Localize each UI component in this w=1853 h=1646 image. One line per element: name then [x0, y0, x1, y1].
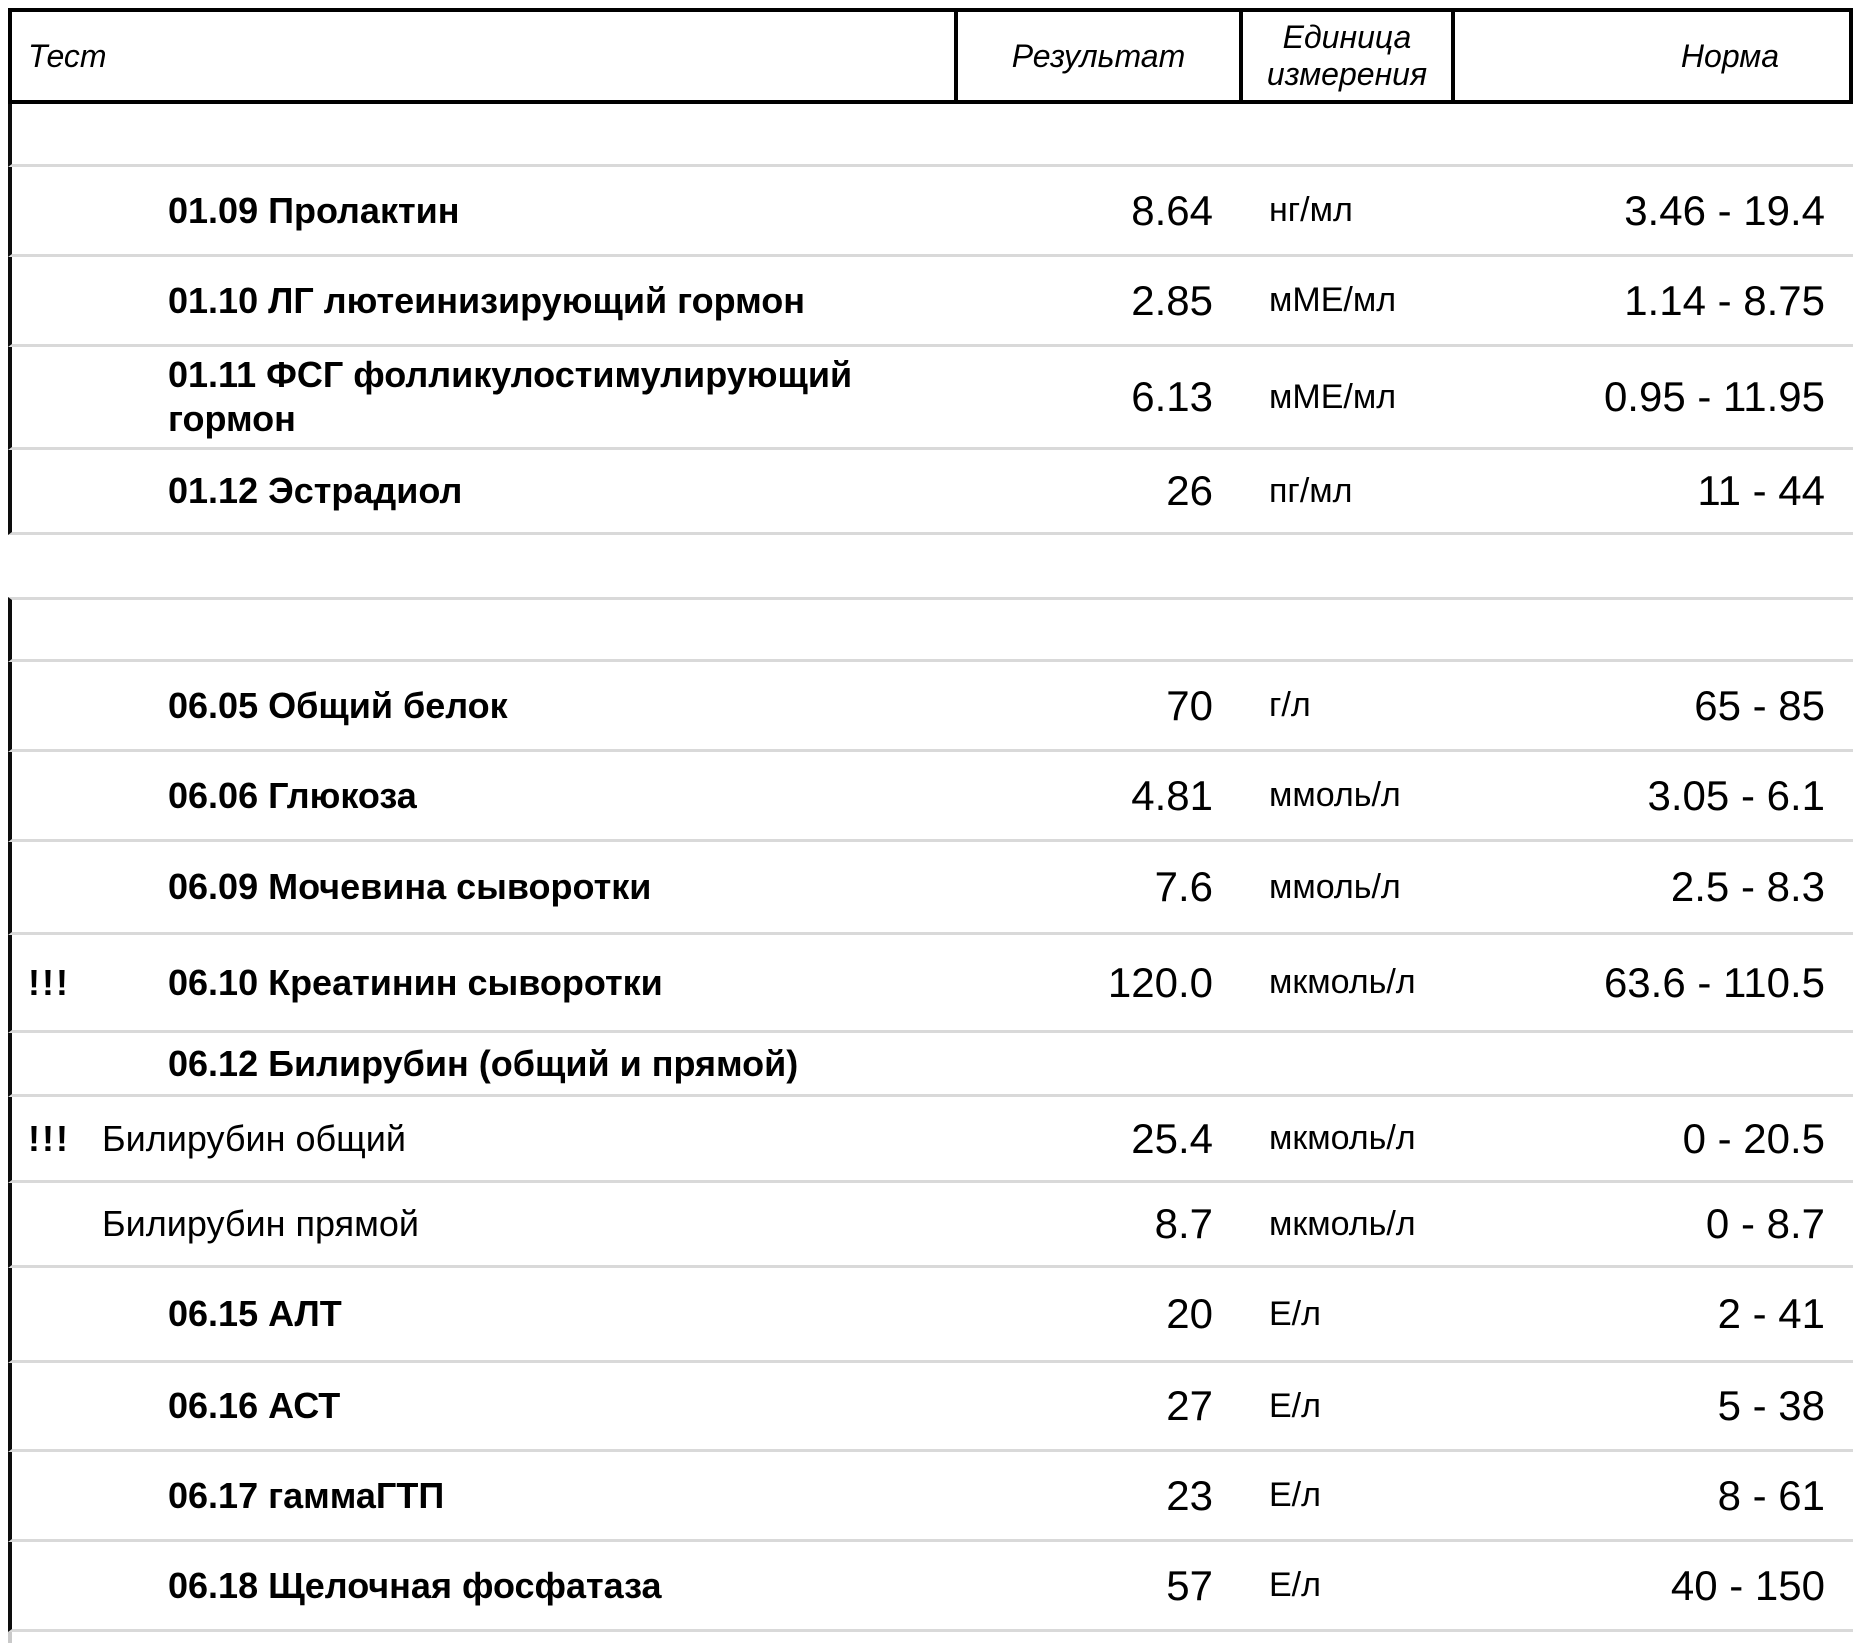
- test-name-cell: 06.15 АЛТ: [168, 1293, 342, 1335]
- section-gap: [8, 535, 1853, 597]
- result-cell: 6.13: [1131, 373, 1213, 420]
- norm-cell: 0.95 - 11.95: [1603, 373, 1825, 420]
- test-name-cell: 06.16 АСТ: [168, 1385, 341, 1427]
- lab-results-table: Тест Результат Единица измерения Норма 0…: [8, 8, 1853, 1643]
- test-name-cell: Билирубин общий: [102, 1117, 406, 1159]
- result-cell: 57: [1166, 1561, 1213, 1609]
- table-row: !!! 06.10 Креатинин сыворотки 120.0 мкмо…: [8, 935, 1853, 1033]
- out-of-range-flag: !!!: [28, 1117, 70, 1159]
- test-name-cell: Билирубин прямой: [102, 1203, 419, 1245]
- test-name-cell: 06.09 Мочевина сыворотки: [168, 866, 652, 908]
- unit-cell: мМЕ/мл: [1269, 281, 1397, 319]
- unit-cell: Е/л: [1269, 1566, 1321, 1604]
- table-row: 01.09 Пролактин 8.64 нг/мл 3.46 - 19.4: [8, 167, 1853, 257]
- table-row: 06.06 Глюкоза 4.81 ммоль/л 3.05 - 6.1: [8, 752, 1853, 842]
- norm-cell: 0 - 20.5: [1682, 1114, 1825, 1162]
- unit-cell: Е/л: [1269, 1294, 1321, 1333]
- norm-cell: 0 - 8.7: [1705, 1200, 1825, 1247]
- test-name-cell: 06.10 Креатинин сыворотки: [168, 961, 663, 1003]
- header-norm: Норма: [1680, 37, 1779, 74]
- result-cell: 26: [1166, 467, 1213, 514]
- table-row: 06.17 гаммаГТП 23 Е/л 8 - 61: [8, 1452, 1853, 1542]
- unit-cell: мМЕ/мл: [1269, 377, 1397, 416]
- out-of-range-flag: !!!: [28, 961, 70, 1003]
- table-row: 01.12 Эстрадиол 26 пг/мл 11 - 44: [8, 450, 1853, 535]
- table-row: 06.09 Мочевина сыворотки 7.6 ммоль/л 2.5…: [8, 842, 1853, 935]
- unit-cell: ммоль/л: [1269, 867, 1401, 906]
- norm-cell: 2.5 - 8.3: [1670, 863, 1825, 910]
- result-cell: 7.6: [1154, 863, 1213, 910]
- result-cell: 120.0: [1107, 958, 1213, 1006]
- norm-cell: 5 - 38: [1717, 1382, 1825, 1429]
- unit-cell: ммоль/л: [1269, 776, 1401, 814]
- table-row: 06.05 Общий белок 70 г/л 65 - 85: [8, 662, 1853, 752]
- table-row: 01.11 ФСГ фолликулостимулирующий гормон …: [8, 347, 1853, 450]
- table-row: !!! Билирубин общий 25.4 мкмоль/л 0 - 20…: [8, 1097, 1853, 1183]
- norm-cell: 1.14 - 8.75: [1624, 276, 1825, 324]
- norm-cell: 65 - 85: [1694, 681, 1825, 729]
- test-name-cell: 06.06 Глюкоза: [168, 774, 417, 816]
- test-name-cell: 01.09 Пролактин: [168, 189, 460, 231]
- table-bottom-edge: [8, 1632, 1853, 1643]
- result-cell: 20: [1166, 1290, 1213, 1337]
- unit-cell: пг/мл: [1269, 471, 1353, 510]
- test-name-cell: 01.11 ФСГ фолликулостимулирующий гормон: [168, 354, 853, 439]
- result-cell: 27: [1166, 1382, 1213, 1429]
- test-name-cell: 06.12 Билирубин (общий и прямой): [168, 1042, 799, 1084]
- result-cell: 8.64: [1131, 186, 1213, 234]
- test-name-cell: 06.05 Общий белок: [168, 684, 508, 726]
- empty-row: [8, 104, 1853, 167]
- table-row: 06.18 Щелочная фосфатаза 57 Е/л 40 - 150: [8, 1542, 1853, 1632]
- test-name-cell: 01.10 ЛГ лютеинизирующий гормон: [168, 279, 805, 321]
- table-row: 06.16 АСТ 27 Е/л 5 - 38: [8, 1363, 1853, 1452]
- table-row: Билирубин прямой 8.7 мкмоль/л 0 - 8.7: [8, 1183, 1853, 1268]
- result-cell: 70: [1166, 681, 1213, 729]
- test-name-cell: 01.12 Эстрадиол: [168, 470, 463, 512]
- table-header-row: Тест Результат Единица измерения Норма: [8, 8, 1853, 104]
- unit-cell: нг/мл: [1269, 191, 1353, 229]
- norm-cell: 3.05 - 6.1: [1647, 771, 1825, 819]
- norm-cell: 3.46 - 19.4: [1624, 186, 1825, 234]
- norm-cell: 40 - 150: [1670, 1561, 1825, 1609]
- norm-cell: 8 - 61: [1717, 1471, 1825, 1519]
- result-cell: 2.85: [1131, 276, 1213, 324]
- result-cell: 8.7: [1154, 1200, 1213, 1247]
- test-name-cell: 06.17 гаммаГТП: [168, 1474, 445, 1516]
- unit-cell: Е/л: [1269, 1476, 1321, 1514]
- unit-cell: мкмоль/л: [1269, 963, 1416, 1001]
- header-test: Тест: [12, 12, 958, 100]
- empty-row: [8, 597, 1853, 662]
- norm-cell: 63.6 - 110.5: [1603, 958, 1825, 1006]
- unit-cell: мкмоль/л: [1269, 1204, 1416, 1243]
- header-unit: Единица измерения: [1243, 12, 1455, 100]
- test-name-cell: 06.18 Щелочная фосфатаза: [168, 1564, 662, 1606]
- result-cell: 23: [1166, 1471, 1213, 1519]
- table-row: 01.10 ЛГ лютеинизирующий гормон 2.85 мМЕ…: [8, 257, 1853, 347]
- result-cell: 4.81: [1131, 771, 1213, 819]
- norm-cell: 2 - 41: [1717, 1290, 1825, 1337]
- unit-cell: Е/л: [1269, 1386, 1321, 1425]
- unit-cell: мкмоль/л: [1269, 1119, 1416, 1157]
- table-row-group: 06.12 Билирубин (общий и прямой): [8, 1033, 1853, 1097]
- table-body: 01.09 Пролактин 8.64 нг/мл 3.46 - 19.4 0…: [8, 104, 1853, 1643]
- header-result: Результат: [958, 12, 1243, 100]
- result-cell: 25.4: [1131, 1114, 1213, 1162]
- norm-cell: 11 - 44: [1697, 467, 1825, 514]
- table-row: 06.15 АЛТ 20 Е/л 2 - 41: [8, 1268, 1853, 1363]
- unit-cell: г/л: [1269, 686, 1311, 724]
